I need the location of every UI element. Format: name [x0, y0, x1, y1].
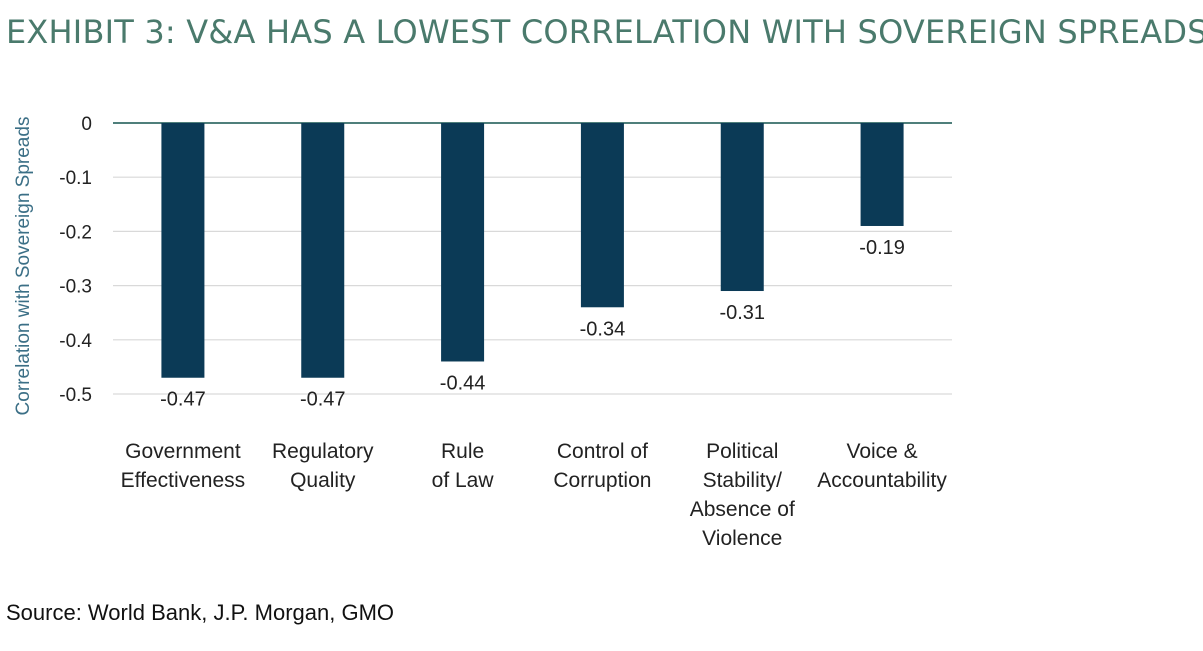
bar: [720, 123, 764, 292]
data-label: -0.47: [300, 389, 346, 411]
bar: [161, 123, 205, 378]
y-tick-label: -0.2: [59, 222, 92, 243]
category-label: Rule of Law: [432, 440, 495, 492]
gridlines: [113, 122, 952, 395]
y-axis-label: Correlation with Sovereign Spreads: [13, 117, 34, 416]
y-tick-label: -0.4: [59, 331, 92, 352]
data-label: -0.47: [160, 389, 206, 411]
category-label: Voice & Accountability: [817, 440, 947, 492]
data-label: -0.19: [859, 237, 905, 259]
labels: 0 -0.1 -0.2 -0.3 -0.4 -0.5 -0.47 Government Effe…: [59, 114, 947, 550]
bar-chart: 0 -0.1 -0.2 -0.3 -0.4 -0.5 -0.47 Government Effe…: [13, 114, 952, 550]
bar: [580, 123, 624, 308]
y-tick-label: 0: [81, 114, 92, 135]
category-label: Control of Corruption: [553, 440, 651, 492]
y-tick-label: -0.5: [59, 385, 92, 406]
bar: [301, 123, 345, 378]
data-label: -0.44: [440, 372, 486, 394]
data-label: -0.34: [580, 318, 626, 340]
category-label: Regulatory Quality: [272, 440, 374, 492]
bar: [441, 123, 485, 362]
y-tick-label: -0.1: [59, 168, 92, 189]
category-label: Political Stability/Absence of Violence: [690, 440, 795, 550]
data-label: -0.31: [719, 302, 765, 324]
category-label: Government Effectiveness: [121, 440, 246, 492]
chart-title: EXHIBIT 3: V&A HAS A LOWEST CORRELATION …: [6, 13, 1203, 51]
bars: [161, 123, 904, 378]
source-note: Source: World Bank, J.P. Morgan, GMO: [6, 600, 395, 625]
y-tick-label: -0.3: [59, 277, 92, 298]
bar: [860, 123, 904, 226]
